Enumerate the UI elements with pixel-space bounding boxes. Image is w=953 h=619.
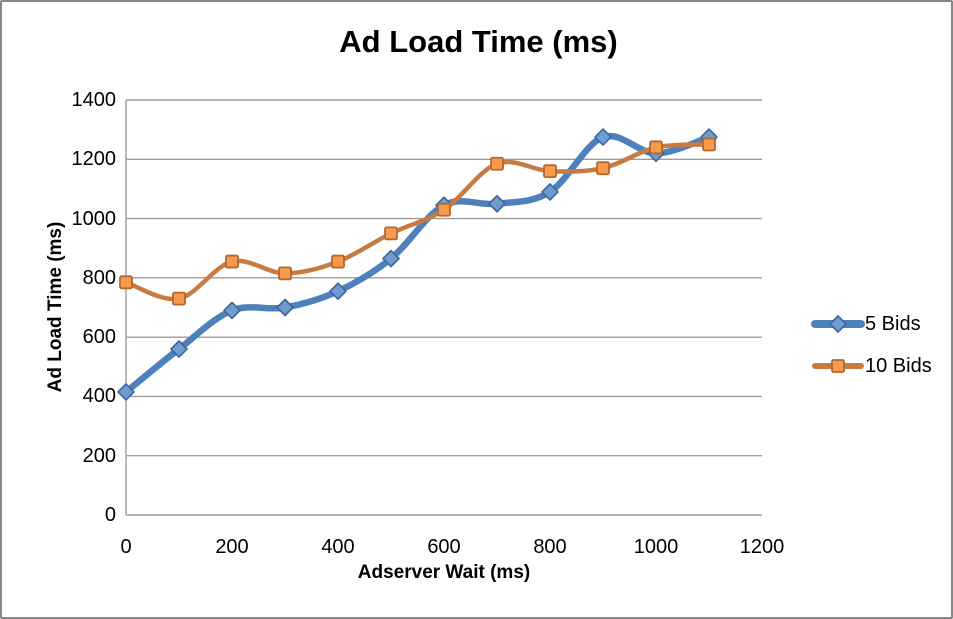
marker-square bbox=[384, 226, 398, 241]
x-tick-label: 800 bbox=[533, 536, 567, 558]
marker-diamond bbox=[223, 301, 241, 320]
marker-square bbox=[437, 202, 451, 217]
marker-square bbox=[649, 140, 663, 155]
marker-square bbox=[172, 291, 186, 306]
x-tick-label: 600 bbox=[427, 536, 461, 558]
x-tick-label: 400 bbox=[321, 536, 355, 558]
marker-diamond bbox=[829, 315, 847, 333]
y-tick-label: 0 bbox=[104, 504, 116, 526]
chart-title: Ad Load Time (ms) bbox=[339, 24, 618, 59]
y-tick-label: 200 bbox=[82, 444, 116, 467]
x-tick-label: 0 bbox=[120, 536, 132, 558]
marker-square bbox=[596, 161, 610, 176]
series-line-5-bids bbox=[122, 132, 713, 396]
marker-diamond bbox=[329, 282, 347, 300]
marker-square bbox=[278, 266, 292, 281]
y-tick-label: 800 bbox=[82, 266, 116, 289]
marker-square bbox=[702, 137, 716, 152]
marker-diamond bbox=[488, 194, 506, 213]
x-tick-label: 1200 bbox=[739, 536, 785, 558]
legend-item-10-bids: 10 Bids bbox=[811, 353, 932, 379]
x-tick-label: 200 bbox=[215, 536, 249, 558]
legend: 5 Bids 10 Bids bbox=[811, 311, 932, 395]
series-10-bids bbox=[119, 137, 716, 306]
y-tick-label: 600 bbox=[82, 326, 116, 349]
x-tick-label: 1000 bbox=[633, 536, 679, 558]
marker-square bbox=[331, 254, 345, 269]
y-tick-label: 1400 bbox=[71, 89, 117, 111]
series-5-bids bbox=[117, 128, 718, 401]
legend-label-10-bids: 10 Bids bbox=[865, 354, 932, 377]
marker-diamond bbox=[276, 298, 294, 317]
legend-label-5-bids: 5 Bids bbox=[865, 312, 921, 335]
marker-diamond bbox=[382, 249, 400, 268]
legend-line-square-icon bbox=[812, 359, 864, 373]
x-axis-title: Adserver Wait (ms) bbox=[357, 562, 531, 583]
marker-square bbox=[119, 275, 133, 290]
marker-diamond bbox=[541, 183, 559, 201]
y-tick-label: 1200 bbox=[71, 148, 117, 171]
series-line-10-bids bbox=[123, 142, 712, 302]
marker-square bbox=[225, 254, 239, 269]
marker-square bbox=[831, 359, 845, 373]
marker-diamond bbox=[117, 383, 135, 401]
marker-square bbox=[490, 156, 504, 171]
marker-diamond bbox=[594, 128, 612, 146]
legend-item-5-bids: 5 Bids bbox=[811, 311, 932, 337]
marker-square bbox=[543, 164, 557, 179]
y-tick-label: 400 bbox=[82, 385, 116, 408]
y-tick-label: 1000 bbox=[71, 207, 117, 230]
y-axis-title: Ad Load Time (ms) bbox=[45, 221, 66, 393]
marker-diamond bbox=[170, 340, 188, 358]
legend-line-diamond-icon bbox=[811, 315, 865, 333]
